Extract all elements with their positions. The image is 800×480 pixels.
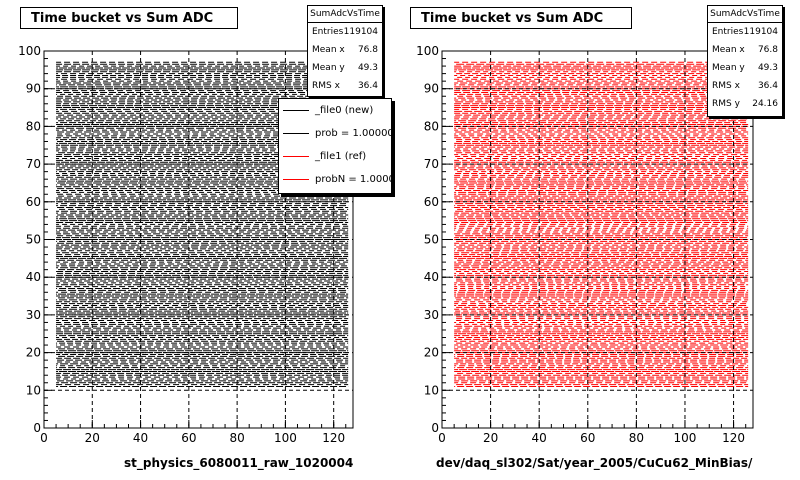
- x-tick-label: 20: [85, 431, 100, 445]
- stats-label: RMS x: [712, 81, 740, 91]
- right-x-axis-label: dev/daq_sl302/Sat/year_2005/CuCu62_MinBi…: [436, 456, 753, 470]
- x-tick-label: 100: [274, 431, 297, 445]
- y-tick-label: 60: [424, 195, 439, 209]
- stats-value: 119104: [343, 27, 378, 37]
- x-tick-label: 40: [133, 431, 148, 445]
- x-tick-label: 80: [629, 431, 644, 445]
- legend-label: prob = 1.000000: [315, 128, 392, 139]
- stats-row-entries: Entries 119104: [308, 23, 382, 41]
- left-plot-title: Time bucket vs Sum ADC: [20, 7, 238, 29]
- legend-line-swatch: [283, 133, 309, 134]
- stats-value: 76.8: [757, 45, 778, 55]
- legend-box: _file0 (new) prob = 1.000000 _file1 (ref…: [278, 98, 392, 194]
- y-tick-label: 70: [26, 157, 41, 171]
- legend-label: _file1 (ref): [315, 151, 367, 162]
- y-tick-label: 100: [416, 44, 439, 58]
- x-tick-label: 80: [229, 431, 244, 445]
- y-tick-label: 80: [26, 119, 41, 133]
- legend-line-swatch: [283, 110, 309, 111]
- stats-row-entries: Entries 119104: [708, 23, 782, 41]
- right-stats-box: SumAdcVsTime Entries 119104 Mean x 76.8 …: [707, 5, 783, 117]
- stats-value: 49.3: [757, 63, 778, 73]
- y-tick-label: 20: [424, 346, 439, 360]
- stats-value: 36.4: [357, 81, 378, 91]
- legend-line-swatch: [283, 156, 309, 157]
- right-plot-title: Time bucket vs Sum ADC: [410, 7, 632, 29]
- stats-label: Entries: [712, 27, 744, 37]
- stats-row-rms-x: RMS x 36.4: [708, 77, 782, 95]
- stats-label: Mean y: [312, 63, 345, 73]
- right-plot: 0 20 40 60 80 100 120 0 10 20 30 40 50 60 70 80 90 100: [416, 44, 754, 445]
- stats-label: Entries: [312, 27, 344, 37]
- y-tick-label: 30: [424, 308, 439, 322]
- x-tick-label: 60: [580, 431, 595, 445]
- stats-row-mean-y: Mean y 49.3: [708, 59, 782, 77]
- y-tick-label: 10: [26, 383, 41, 397]
- y-tick-label: 70: [424, 157, 439, 171]
- y-tick-label: 50: [424, 233, 439, 247]
- stats-row-rms-y: RMS y 24.16: [708, 95, 782, 113]
- y-tick-label: 30: [26, 308, 41, 322]
- x-tick-label: 120: [322, 431, 345, 445]
- y-tick-label: 0: [33, 421, 41, 435]
- x-tick-label: 100: [674, 431, 697, 445]
- x-tick-label: 40: [532, 431, 547, 445]
- stats-label: Mean x: [312, 45, 345, 55]
- stats-value: 76.8: [357, 45, 378, 55]
- stats-value: 36.4: [757, 81, 778, 91]
- stats-row-rms-x: RMS x 36.4: [308, 77, 382, 95]
- stats-row-mean-x: Mean x 76.8: [708, 41, 782, 59]
- x-tick-label: 120: [722, 431, 745, 445]
- y-tick-label: 0: [431, 421, 439, 435]
- legend-label: _file0 (new): [315, 105, 374, 116]
- x-tick-label: 20: [483, 431, 498, 445]
- legend-line-swatch: [283, 179, 309, 180]
- x-tick-label: 0: [40, 431, 48, 445]
- y-tick-label: 50: [26, 233, 41, 247]
- y-tick-label: 40: [424, 270, 439, 284]
- stats-value: 119104: [743, 27, 778, 37]
- y-tick-label: 60: [26, 195, 41, 209]
- y-tick-label: 90: [26, 82, 41, 96]
- stats-title: SumAdcVsTime: [308, 6, 382, 23]
- legend-label: probN = 1.000000: [315, 174, 391, 185]
- scatter-points: [454, 61, 749, 388]
- y-tick-label: 10: [424, 383, 439, 397]
- legend-entry: probN = 1.000000: [279, 168, 391, 191]
- stats-label: Mean y: [712, 63, 745, 73]
- stats-label: Mean x: [712, 45, 745, 55]
- stats-title: SumAdcVsTime: [708, 6, 782, 23]
- y-tick-label: 20: [26, 346, 41, 360]
- x-tick-label: 0: [438, 431, 446, 445]
- y-tick-label: 80: [424, 119, 439, 133]
- stats-row-mean-y: Mean y 49.3: [308, 59, 382, 77]
- stats-value: 24.16: [752, 99, 778, 109]
- stats-row-mean-x: Mean x 76.8: [308, 41, 382, 59]
- y-tick-label: 40: [26, 270, 41, 284]
- left-x-axis-label: st_physics_6080011_raw_1020004: [124, 456, 354, 470]
- legend-entry: _file0 (new): [279, 99, 391, 122]
- left-stats-box: SumAdcVsTime Entries 119104 Mean x 76.8 …: [307, 5, 383, 97]
- x-tick-label: 60: [181, 431, 196, 445]
- stats-label: RMS y: [712, 99, 740, 109]
- stats-label: RMS x: [312, 81, 340, 91]
- y-tick-label: 90: [424, 82, 439, 96]
- legend-entry: prob = 1.000000: [279, 122, 391, 145]
- legend-entry: _file1 (ref): [279, 145, 391, 168]
- y-tick-label: 100: [18, 44, 41, 58]
- stats-value: 49.3: [357, 63, 378, 73]
